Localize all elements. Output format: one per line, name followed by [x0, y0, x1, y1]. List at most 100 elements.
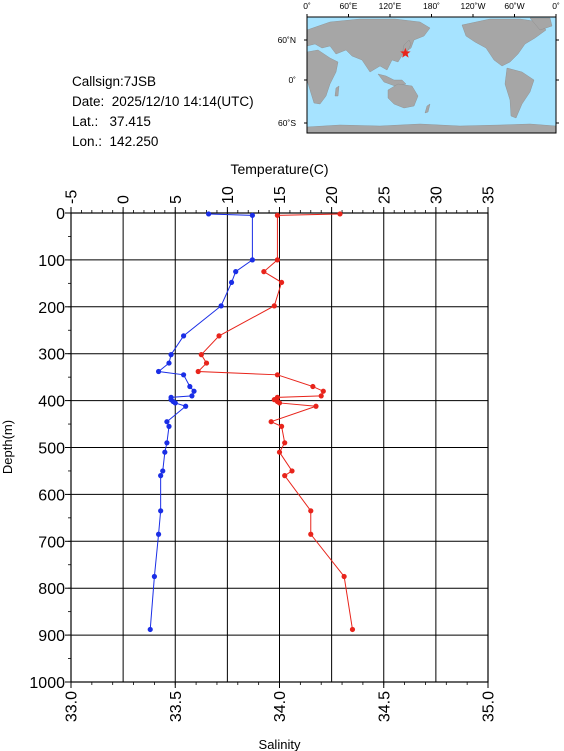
salinity-point — [166, 360, 172, 366]
map-longitude-label: 60˚W — [504, 1, 524, 11]
map-latitude-labels: 60˚N 0˚ 60˚S — [278, 35, 297, 128]
salinity-tick-label: 33.0 — [64, 691, 81, 722]
temperature-axis-label: Temperature(C) — [230, 161, 328, 177]
salinity-point — [160, 468, 166, 474]
depth-tick-label: 400 — [38, 394, 65, 411]
temperature-tick-label: 0 — [116, 195, 133, 204]
map-longitude-label: 120˚W — [460, 1, 485, 11]
salinity-point — [180, 372, 187, 378]
depth-tick-label: 800 — [38, 581, 65, 598]
salinity-tick-label: 34.5 — [376, 691, 393, 722]
greenland-landmass — [529, 17, 553, 31]
date-value: 2025/12/10 14:14(UTC) — [111, 94, 254, 109]
depth-tick-label: 500 — [38, 441, 65, 458]
salinity-tick-label: 34.0 — [272, 691, 289, 722]
salinity-tick-labels: 33.0 33.5 34.0 34.5 35.0 — [64, 691, 498, 722]
temperature-tick-label: 10 — [220, 186, 237, 204]
temperature-point — [276, 400, 283, 406]
salinity-point — [191, 388, 197, 394]
depth-tick-label: 900 — [38, 628, 65, 645]
depth-tick-label: 1000 — [29, 675, 65, 692]
map-latitude-label: 60˚S — [278, 118, 296, 128]
salinity-point — [158, 508, 164, 514]
salinity-point — [164, 419, 170, 425]
salinity-point — [166, 423, 172, 429]
depth-tick-label: 700 — [38, 534, 65, 551]
salinity-point — [206, 211, 212, 217]
temperature-profile-line — [197, 213, 353, 630]
temperature-point — [271, 303, 277, 309]
salinity-point — [168, 352, 174, 358]
temperature-point — [282, 440, 288, 446]
temperature-point — [216, 333, 222, 339]
temperature-point — [341, 573, 347, 580]
map-latitude-label: 0˚ — [288, 75, 296, 85]
map-longitude-label: 0˚ — [303, 1, 311, 11]
salinity-point — [249, 212, 255, 218]
salinity-axis-label: Salinity — [259, 737, 301, 751]
salinity-point — [228, 279, 235, 286]
map-longitude-label: 0˚ — [552, 1, 560, 11]
temperature-point — [198, 352, 204, 358]
temperature-point — [337, 211, 343, 217]
lon-row: Lon.: 142.250 — [72, 132, 254, 152]
temperature-point — [195, 368, 201, 375]
depth-tick-label: 600 — [38, 487, 65, 504]
callsign-label: Callsign: — [72, 74, 124, 89]
madagascar-landmass — [334, 85, 340, 97]
temperature-point — [320, 388, 326, 394]
temperature-point — [308, 508, 314, 514]
callsign-row: Callsign:7JSB — [72, 72, 254, 92]
temperature-tick-label: 15 — [272, 186, 289, 204]
series-layer — [147, 211, 356, 633]
south-america-landmass — [504, 67, 535, 119]
salinity-point — [155, 368, 162, 375]
salinity-point — [162, 449, 168, 455]
salinity-point — [172, 400, 178, 406]
depth-axis-label: Depth(m) — [0, 420, 15, 474]
salinity-point — [218, 303, 224, 309]
temperature-point — [318, 393, 324, 399]
australia-landmass — [387, 83, 419, 109]
indonesia-landmass — [377, 73, 407, 87]
temperature-point — [203, 360, 210, 366]
date-row: Date: 2025/12/10 14:14(UTC) — [72, 92, 254, 112]
temperature-point — [274, 372, 281, 378]
map-tick-marks — [304, 14, 559, 124]
temperature-point — [278, 279, 285, 286]
salinity-point — [189, 393, 195, 399]
station-info: Callsign:7JSB Date: 2025/12/10 14:14(UTC… — [72, 72, 254, 152]
temperature-point — [268, 419, 274, 425]
temperature-point — [313, 403, 319, 409]
map-latitude-label: 60˚N — [278, 35, 296, 45]
salinity-tick-label: 33.5 — [168, 691, 185, 722]
salinity-point — [147, 626, 153, 633]
depth-tick-label: 200 — [38, 300, 65, 317]
salinity-point — [158, 473, 164, 479]
salinity-point — [249, 257, 255, 263]
temperature-point — [282, 473, 288, 479]
temperature-tick-label: 25 — [376, 186, 393, 204]
salinity-point — [183, 403, 189, 409]
temperature-point — [308, 531, 314, 537]
depth-tick-label: 0 — [56, 206, 65, 223]
location-map: 0˚ 60˚E 120˚E 180˚ 120˚W 60˚W 0˚ 60˚N 0˚ 60˚S — [278, 1, 560, 134]
africa-landmass — [306, 49, 339, 105]
temperature-tick-label: 30 — [428, 186, 445, 204]
temperature-tick-label: 5 — [168, 195, 185, 204]
salinity-point — [151, 573, 157, 580]
temperature-tick-label: 35 — [481, 186, 498, 204]
temperature-point — [349, 626, 356, 633]
map-longitude-label: 180˚ — [423, 1, 440, 11]
depth-tick-label: 100 — [38, 253, 65, 270]
salinity-point — [233, 269, 239, 275]
new-zealand-landmass — [424, 103, 431, 114]
lon-label: Lon.: — [72, 134, 103, 149]
temperature-point — [274, 212, 281, 218]
plot-frame — [70, 212, 489, 683]
eurasia-landmass — [306, 18, 431, 73]
map-longitude-label: 60˚E — [340, 1, 358, 11]
star-icon — [400, 47, 411, 58]
temperature-point — [261, 269, 267, 275]
